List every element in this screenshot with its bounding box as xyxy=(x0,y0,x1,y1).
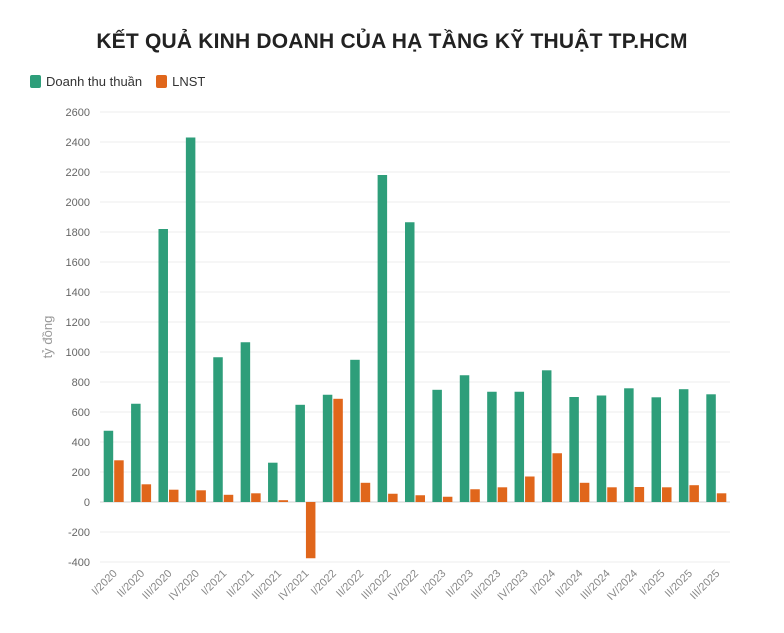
bar-profit[interactable] xyxy=(415,495,426,502)
bar-revenue[interactable] xyxy=(432,389,442,502)
bar-profit[interactable] xyxy=(662,487,672,502)
legend: Doanh thu thuần LNST xyxy=(30,74,205,89)
bar-revenue[interactable] xyxy=(322,394,333,502)
y-tick-label: -200 xyxy=(68,527,90,539)
x-tick-label: I/2023 xyxy=(418,568,448,598)
x-tick-label: I/2022 xyxy=(309,568,339,598)
x-tick-label: I/2025 xyxy=(638,568,668,598)
x-tick-label: IV/2023 xyxy=(495,568,530,603)
bar-revenue[interactable] xyxy=(678,389,689,502)
bar-revenue[interactable] xyxy=(185,137,196,503)
y-tick-label: 2000 xyxy=(66,197,90,209)
bar-profit[interactable] xyxy=(278,500,289,502)
bar-revenue[interactable] xyxy=(706,394,716,502)
bar-profit[interactable] xyxy=(634,487,645,502)
y-tick-label: 1200 xyxy=(66,317,90,329)
bar-profit[interactable] xyxy=(607,487,617,502)
y-tick-label: 1000 xyxy=(66,347,90,359)
y-tick-label: 800 xyxy=(72,377,90,389)
bar-profit[interactable] xyxy=(525,476,535,503)
bar-profit[interactable] xyxy=(689,485,699,502)
x-tick-label: IV/2021 xyxy=(276,568,311,603)
bar-revenue[interactable] xyxy=(350,359,360,502)
bar-profit[interactable] xyxy=(388,493,398,502)
x-tick-label: IV/2024 xyxy=(605,568,640,603)
y-tick-label: 400 xyxy=(72,437,90,449)
bar-profit[interactable] xyxy=(333,398,343,502)
bar-revenue[interactable] xyxy=(651,397,662,502)
bar-profit[interactable] xyxy=(114,460,124,502)
bar-revenue[interactable] xyxy=(295,404,305,502)
legend-label-profit: LNST xyxy=(172,74,206,89)
bar-revenue[interactable] xyxy=(487,391,497,502)
x-tick-label: I/2024 xyxy=(528,568,558,598)
legend-label-revenue: Doanh thu thuần xyxy=(46,74,143,89)
x-tick-label: I/2020 xyxy=(90,568,120,598)
y-tick-label: 2200 xyxy=(66,167,90,179)
y-tick-label: 1800 xyxy=(66,227,90,239)
y-tick-label: 0 xyxy=(84,497,90,509)
legend-swatch-profit xyxy=(156,75,168,88)
bar-profit[interactable] xyxy=(305,502,316,559)
bar-revenue[interactable] xyxy=(405,222,415,502)
bar-revenue[interactable] xyxy=(596,395,607,503)
bar-layer xyxy=(103,137,727,559)
bar-revenue[interactable] xyxy=(213,357,223,502)
bar-revenue[interactable] xyxy=(240,342,251,502)
bar-profit[interactable] xyxy=(497,487,508,502)
bar-revenue[interactable] xyxy=(377,175,388,502)
x-tick-label: IV/2022 xyxy=(386,568,421,603)
bar-profit[interactable] xyxy=(168,489,179,502)
bar-revenue[interactable] xyxy=(569,397,579,502)
bar-profit[interactable] xyxy=(223,494,234,502)
y-tick-label: 1400 xyxy=(66,287,90,299)
y-tick-label: 2400 xyxy=(66,137,90,149)
bar-profit[interactable] xyxy=(552,453,562,502)
chart-title: KẾT QUẢ KINH DOANH CỦA HẠ TẦNG KỸ THUẬT … xyxy=(96,30,688,53)
y-tick-label: 1600 xyxy=(66,257,90,269)
legend-item-profit[interactable]: LNST xyxy=(156,74,205,89)
bar-profit[interactable] xyxy=(470,489,480,502)
bar-revenue[interactable] xyxy=(514,391,525,502)
y-tick-label: 600 xyxy=(72,407,90,419)
bar-revenue[interactable] xyxy=(624,388,634,502)
bar-revenue[interactable] xyxy=(131,403,141,502)
bar-profit[interactable] xyxy=(196,490,206,502)
legend-swatch-revenue xyxy=(30,75,41,88)
x-tick-label: IV/2020 xyxy=(167,568,202,603)
bar-profit[interactable] xyxy=(716,493,727,502)
bar-revenue[interactable] xyxy=(268,462,278,502)
bar-profit[interactable] xyxy=(251,493,261,502)
y-tick-label: 2600 xyxy=(66,107,90,119)
y-tick-label: -400 xyxy=(68,557,90,569)
bar-profit[interactable] xyxy=(579,482,590,502)
bar-revenue[interactable] xyxy=(158,229,168,502)
bar-revenue[interactable] xyxy=(459,375,470,502)
x-tick-label: III/2025 xyxy=(688,568,722,602)
bar-profit[interactable] xyxy=(442,496,453,502)
bar-revenue[interactable] xyxy=(103,430,114,502)
x-tick-label: I/2021 xyxy=(199,568,229,598)
bar-profit[interactable] xyxy=(360,482,371,502)
bar-revenue[interactable] xyxy=(541,370,552,502)
legend-item-revenue[interactable]: Doanh thu thuần xyxy=(30,74,142,89)
bar-profit[interactable] xyxy=(141,484,152,502)
y-axis-title: tỷ đồng xyxy=(40,316,55,359)
y-tick-label: 200 xyxy=(72,467,90,479)
